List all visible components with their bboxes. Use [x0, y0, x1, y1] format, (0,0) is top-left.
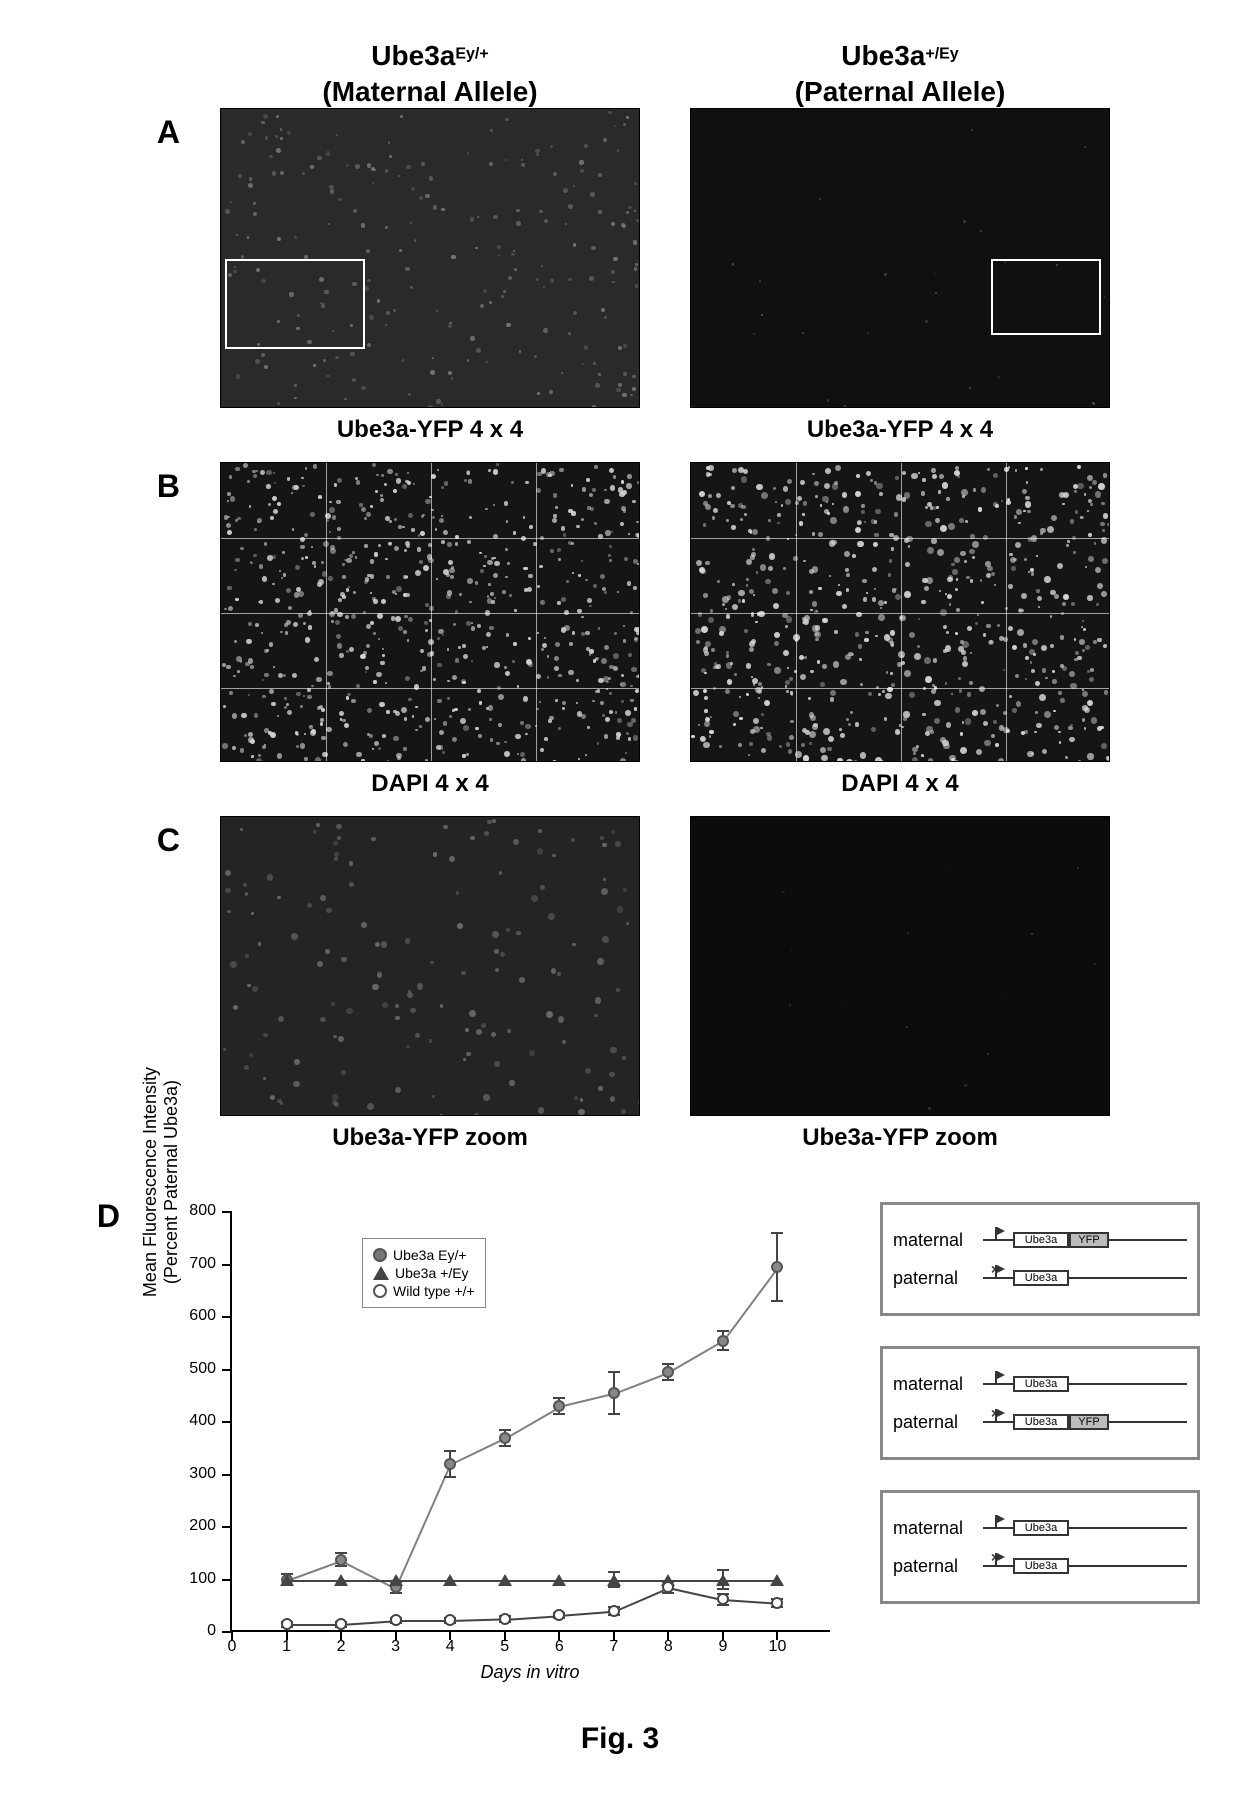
- panel-letter-b: B: [120, 462, 180, 505]
- allele-row-paternal: paternal × Ube3aYFP: [893, 1407, 1187, 1437]
- gene-segment-yfp: YFP: [1069, 1232, 1109, 1248]
- micro-a-right-wrap: Ube3a-YFP 4 x 4: [680, 108, 1120, 444]
- gene-segment-yfp: YFP: [1069, 1414, 1109, 1430]
- gene-segment-ube3a: Ube3a: [1013, 1232, 1069, 1248]
- fluorescence-chart: Mean Fluorescence Intensity (Percent Pat…: [140, 1192, 860, 1692]
- micrograph-b-maternal: [220, 462, 640, 762]
- allele-label-paternal: paternal: [893, 1556, 973, 1577]
- panel-letter-a: A: [120, 108, 180, 151]
- gene-line: Ube3a: [983, 1369, 1187, 1399]
- panel-letter-c: C: [120, 816, 180, 859]
- col-header-paternal: Ube3a+/Ey (Paternal Allele): [680, 40, 1120, 108]
- micrograph-b-paternal: [690, 462, 1110, 762]
- micro-c-left-wrap: Ube3a-YFP zoom: [210, 816, 650, 1152]
- micro-label-b-right: DAPI 4 x 4: [841, 770, 958, 798]
- promoter-arrow-icon: [995, 1371, 997, 1383]
- micro-label-c-right: Ube3a-YFP zoom: [802, 1124, 998, 1152]
- figure-caption: Fig. 3: [60, 1722, 1180, 1756]
- schematic-box: maternal Ube3a paternal × Ube3a: [880, 1490, 1200, 1604]
- micrograph-c-maternal: [220, 816, 640, 1116]
- allele-label-right: (Paternal Allele): [680, 76, 1120, 108]
- col-header-maternal: Ube3aEy/+ (Maternal Allele): [210, 40, 650, 108]
- allele-row-maternal: maternal Ube3aYFP: [893, 1225, 1187, 1255]
- micro-label-b-left: DAPI 4 x 4: [371, 770, 488, 798]
- allele-label-maternal: maternal: [893, 1518, 973, 1539]
- allele-row-maternal: maternal Ube3a: [893, 1369, 1187, 1399]
- legend-label-2: Wild type +/+: [393, 1283, 475, 1299]
- gene-segment-ube3a: Ube3a: [1013, 1376, 1069, 1392]
- legend-row: Ube3a Ey/+: [373, 1247, 475, 1263]
- legend-label-0: Ube3a Ey/+: [393, 1247, 467, 1263]
- micrograph-c-paternal: [690, 816, 1110, 1116]
- allele-label-maternal: maternal: [893, 1374, 973, 1395]
- micro-b-right-wrap: DAPI 4 x 4: [680, 462, 1120, 798]
- gene-segment-ube3a: Ube3a: [1013, 1414, 1069, 1430]
- gene-name-left: Ube3a: [371, 40, 455, 71]
- panel-d-row: D Mean Fluorescence Intensity (Percent P…: [60, 1192, 1180, 1692]
- allele-schematics: maternalUbe3aYFPpaternal×Ube3amaternalUb…: [880, 1202, 1220, 1692]
- chart-xlabel: Days in vitro: [230, 1662, 830, 1683]
- micro-b-left-wrap: DAPI 4 x 4: [210, 462, 650, 798]
- legend-marker-triangle-icon: [373, 1266, 389, 1280]
- allele-label-maternal: maternal: [893, 1230, 973, 1251]
- micrograph-a-maternal: [220, 108, 640, 408]
- gene-line: × Ube3aYFP: [983, 1407, 1187, 1437]
- micro-label-a-left: Ube3a-YFP 4 x 4: [337, 416, 523, 444]
- allele-label-paternal: paternal: [893, 1412, 973, 1433]
- panel-letter-d: D: [60, 1192, 120, 1235]
- gene-line: × Ube3a: [983, 1263, 1187, 1293]
- allele-label-left: (Maternal Allele): [210, 76, 650, 108]
- micro-label-a-right: Ube3a-YFP 4 x 4: [807, 416, 993, 444]
- panel-c-row: C Ube3a-YFP zoom Ube3a-YFP zoom: [60, 816, 1180, 1152]
- allele-row-paternal: paternal × Ube3a: [893, 1263, 1187, 1293]
- silenced-icon: ×: [991, 1405, 999, 1421]
- gene-segment-ube3a: Ube3a: [1013, 1270, 1069, 1286]
- legend-row: Ube3a +/Ey: [373, 1265, 475, 1281]
- gene-line: Ube3aYFP: [983, 1225, 1187, 1255]
- chart-ylabel: Mean Fluorescence Intensity (Percent Pat…: [140, 1052, 182, 1312]
- chart-legend: Ube3a Ey/+ Ube3a +/Ey Wild type +/+: [362, 1238, 486, 1308]
- allele-row-paternal: paternal × Ube3a: [893, 1551, 1187, 1581]
- micro-c-right-wrap: Ube3a-YFP zoom: [680, 816, 1120, 1152]
- silenced-icon: ×: [991, 1549, 999, 1565]
- micro-label-c-left: Ube3a-YFP zoom: [332, 1124, 528, 1152]
- figure-header-row: Ube3aEy/+ (Maternal Allele) Ube3a+/Ey (P…: [60, 40, 1180, 108]
- micrograph-a-paternal: [690, 108, 1110, 408]
- legend-marker-open-icon: [373, 1284, 387, 1298]
- promoter-arrow-icon: [995, 1227, 997, 1239]
- gene-sup-left: Ey/+: [455, 46, 488, 63]
- gene-segment-ube3a: Ube3a: [1013, 1558, 1069, 1574]
- gene-segment-ube3a: Ube3a: [1013, 1520, 1069, 1536]
- gene-name-right: Ube3a: [841, 40, 925, 71]
- legend-marker-circle-icon: [373, 1248, 387, 1262]
- gene-line: Ube3a: [983, 1513, 1187, 1543]
- gene-line: × Ube3a: [983, 1551, 1187, 1581]
- legend-row: Wild type +/+: [373, 1283, 475, 1299]
- ylabel-line2: (Percent Paternal Ube3a): [161, 1080, 181, 1284]
- gene-sup-right: +/Ey: [925, 46, 958, 63]
- allele-label-paternal: paternal: [893, 1268, 973, 1289]
- legend-label-1: Ube3a +/Ey: [395, 1265, 469, 1281]
- panel-a-row: A Ube3a-YFP 4 x 4 Ube3a-YFP 4 x 4: [60, 108, 1180, 444]
- schematic-box: maternalUbe3apaternal×Ube3aYFP: [880, 1346, 1200, 1460]
- micro-a-left-wrap: Ube3a-YFP 4 x 4: [210, 108, 650, 444]
- schematic-box: maternalUbe3aYFPpaternal×Ube3a: [880, 1202, 1200, 1316]
- silenced-icon: ×: [991, 1261, 999, 1277]
- chart-plot-area: Ube3a Ey/+ Ube3a +/Ey Wild type +/+ 0100…: [230, 1212, 830, 1632]
- panel-b-row: B DAPI 4 x 4 DAPI 4 x 4: [60, 462, 1180, 798]
- promoter-arrow-icon: [995, 1515, 997, 1527]
- allele-row-maternal: maternal Ube3a: [893, 1513, 1187, 1543]
